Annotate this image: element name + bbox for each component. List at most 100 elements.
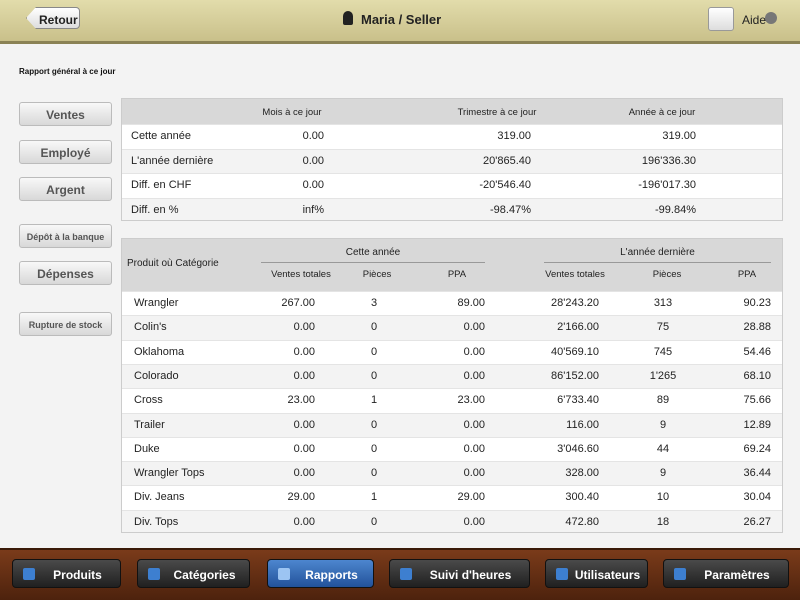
- side-menu-label: Employé: [40, 146, 91, 160]
- product-name: Wrangler Tops: [134, 467, 205, 480]
- product-row: [122, 388, 782, 413]
- products-header: [122, 239, 782, 291]
- help-icon: [765, 12, 777, 24]
- cell: 40'569.10: [551, 345, 599, 358]
- column-header: Produit où Catégorie: [127, 258, 219, 269]
- cell: 75: [656, 321, 670, 334]
- tab-button[interactable]: Catégories: [137, 559, 250, 588]
- product-name: Colorado: [134, 369, 179, 382]
- side-menu-button[interactable]: Argent: [19, 177, 112, 201]
- side-menu-button[interactable]: Rupture de stock: [19, 312, 112, 336]
- product-row: [122, 291, 782, 316]
- cell: 30.04: [743, 491, 771, 504]
- back-button[interactable]: Retour: [26, 7, 80, 29]
- back-label: Retour: [39, 13, 78, 27]
- side-menu-button[interactable]: Employé: [19, 140, 112, 164]
- cell: 116.00: [566, 418, 599, 431]
- tab-icon: [148, 568, 160, 580]
- side-menu-label: Rupture de stock: [28, 320, 103, 330]
- product-row: [122, 315, 782, 340]
- column-header: Mois à ce jour: [262, 107, 322, 118]
- cell: 0.00: [302, 154, 324, 167]
- cell: 319.00: [497, 130, 531, 142]
- side-menu-button[interactable]: Ventes: [19, 102, 112, 126]
- group-rule: [261, 262, 485, 263]
- tab-button[interactable]: Rapports: [267, 559, 374, 588]
- cell: 472.80: [565, 515, 599, 528]
- cell: 9: [659, 467, 667, 480]
- tab-icon: [674, 568, 686, 580]
- tab-label: Catégories: [173, 568, 236, 582]
- product-name: Trailer: [134, 418, 165, 431]
- cell: 29.00: [457, 491, 485, 504]
- cell: 20'865.40: [483, 154, 531, 167]
- cell: 28.88: [743, 321, 771, 334]
- row-label: Cette année: [131, 130, 191, 142]
- group-header: Cette année: [345, 247, 401, 258]
- column-header: Année à ce jour: [628, 107, 696, 118]
- product-row: [122, 485, 782, 510]
- product-row: [122, 461, 782, 486]
- cell: 3'046.60: [557, 442, 599, 455]
- side-menu-button[interactable]: Dépenses: [19, 261, 112, 285]
- cell: 6'733.40: [557, 394, 599, 407]
- products-table: Produit où Catégorie Cette année L'année d…: [121, 238, 783, 533]
- cell: 0.00: [293, 345, 315, 358]
- cell: 0: [370, 369, 378, 382]
- side-menu-label: Dépôt à la banque: [26, 232, 105, 242]
- cell: -20'546.40: [479, 179, 531, 191]
- side-menu-label: Dépenses: [37, 267, 94, 281]
- tab-label: Suivi d'heures: [429, 568, 512, 582]
- header-bar: [0, 0, 800, 44]
- summary-row: [122, 197, 782, 220]
- user-icon: [343, 11, 353, 25]
- cell: 90.23: [743, 297, 771, 309]
- cell: 1'265: [649, 369, 677, 382]
- tab-label: Rapports: [305, 568, 358, 582]
- cell: 0: [370, 467, 378, 480]
- product-row: [122, 436, 782, 462]
- product-row: [122, 509, 782, 532]
- help-label[interactable]: Aide: [742, 13, 767, 27]
- product-name: Div. Jeans: [134, 491, 185, 504]
- tab-button[interactable]: Suivi d'heures: [389, 559, 530, 588]
- cell: 196'336.30: [641, 154, 696, 167]
- product-name: Cross: [134, 394, 163, 407]
- cell: 29.00: [287, 491, 315, 504]
- cell: 0.00: [293, 515, 315, 528]
- tab-icon: [278, 568, 290, 580]
- cell: 89: [656, 394, 670, 407]
- cell: 0.00: [293, 467, 315, 480]
- summary-header: [122, 99, 782, 124]
- tab-button[interactable]: Utilisateurs: [545, 559, 648, 588]
- share-button[interactable]: [708, 7, 734, 31]
- cell: 68.10: [743, 369, 771, 382]
- product-row: [122, 412, 782, 437]
- cell: -196'017.30: [638, 179, 696, 191]
- tab-button[interactable]: Produits: [12, 559, 121, 588]
- column-header: Ventes totales: [545, 269, 605, 280]
- cell: 2'166.00: [557, 321, 599, 334]
- tab-icon: [23, 568, 35, 580]
- column-header: Pièces: [362, 269, 392, 280]
- side-menu-button[interactable]: Dépôt à la banque: [19, 224, 112, 248]
- cell: 0.00: [463, 321, 485, 334]
- tab-label: Paramètres: [704, 568, 770, 582]
- cell: 0.00: [293, 442, 315, 455]
- cell: -99.84%: [655, 203, 696, 216]
- cell: 0: [370, 442, 378, 455]
- cell: 1: [370, 394, 378, 407]
- product-name: Wrangler: [134, 297, 179, 309]
- product-name: Oklahoma: [134, 345, 185, 358]
- cell: 0.00: [463, 467, 485, 480]
- tab-label: Produits: [53, 568, 102, 582]
- cell: 328.00: [565, 467, 599, 480]
- tab-button[interactable]: Paramètres: [663, 559, 789, 588]
- cell: 0: [370, 345, 378, 358]
- column-header: PPA: [737, 269, 757, 280]
- product-row: [122, 363, 782, 389]
- cell: 0.00: [302, 130, 324, 142]
- cell: 10: [656, 491, 670, 504]
- cell: 0: [370, 321, 378, 334]
- cell: -98.47%: [490, 203, 531, 216]
